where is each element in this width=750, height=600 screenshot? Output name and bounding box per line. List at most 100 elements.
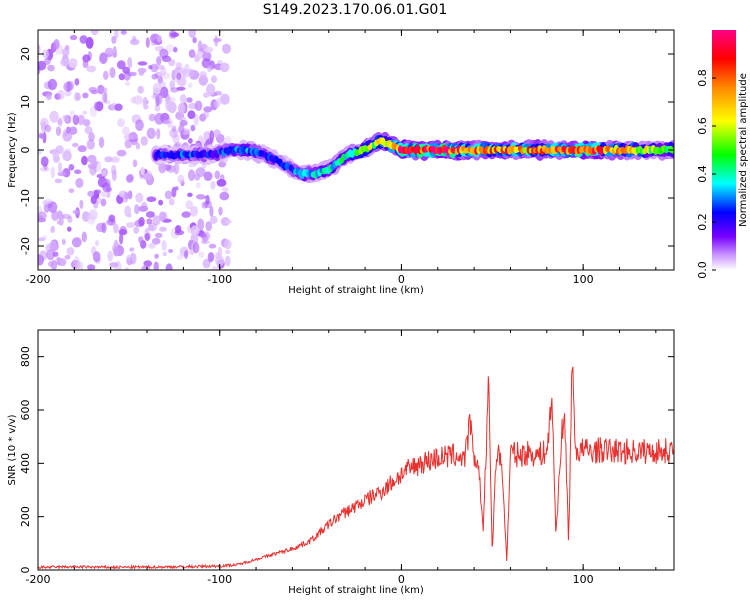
noise-speckle (98, 136, 105, 148)
noise-speckle (142, 96, 148, 108)
noise-speckle (194, 169, 203, 177)
noise-speckle (213, 100, 221, 108)
noise-speckle (101, 93, 106, 104)
noise-speckle (211, 265, 220, 270)
noise-speckle (198, 251, 205, 258)
noise-speckle (164, 190, 173, 200)
noise-speckle (124, 192, 129, 200)
noise-speckle (122, 126, 130, 136)
noise-speckle (144, 233, 150, 241)
x-tick-label: 100 (573, 273, 594, 286)
noise-speckle (45, 243, 54, 253)
noise-speckle (74, 169, 82, 175)
noise-speckle (176, 86, 186, 91)
noise-speckle (87, 154, 97, 164)
noise-speckle (190, 233, 199, 244)
noise-speckle (81, 155, 88, 166)
noise-speckle (82, 54, 91, 63)
noise-speckle (87, 264, 96, 270)
noise-speckle (173, 46, 178, 53)
noise-speckle (199, 71, 207, 79)
noise-speckle (48, 201, 58, 213)
noise-speckle (68, 188, 75, 193)
noise-speckle (197, 218, 205, 231)
noise-speckle (162, 251, 168, 257)
noise-speckle (116, 60, 126, 70)
noise-speckle (102, 182, 111, 193)
noise-speckle (155, 96, 160, 107)
noise-speckle (69, 34, 78, 41)
noise-speckle (66, 126, 71, 134)
noise-speckle (111, 35, 117, 44)
noise-speckle (197, 40, 203, 51)
noise-speckle (117, 118, 125, 128)
noise-speckle (122, 66, 131, 74)
noise-speckle (145, 37, 150, 48)
noise-speckle (46, 93, 52, 101)
noise-speckle (156, 128, 161, 140)
noise-speckle (111, 52, 118, 58)
noise-speckle (222, 43, 231, 54)
noise-speckle (87, 163, 97, 170)
noise-speckle (101, 190, 108, 198)
noise-speckle (137, 67, 147, 74)
snr-frame (37, 329, 675, 571)
noise-speckle (224, 249, 231, 254)
noise-speckle (135, 192, 144, 203)
y-tick-label: -10 (19, 189, 32, 207)
noise-speckle (75, 92, 81, 101)
noise-speckle (137, 61, 148, 66)
noise-speckle (88, 209, 98, 221)
noise-speckle (88, 132, 95, 142)
noise-speckle (95, 240, 99, 247)
noise-speckle (64, 254, 71, 260)
noise-speckle (58, 117, 63, 127)
noise-speckle (188, 30, 196, 38)
x-tick-label: 0 (398, 273, 405, 286)
noise-speckle (174, 186, 179, 191)
noise-speckle (99, 52, 108, 64)
noise-speckle (188, 138, 193, 144)
noise-speckle (216, 179, 227, 187)
noise-speckle (106, 48, 115, 55)
noise-speckle (151, 237, 161, 245)
x-tick-label: -100 (207, 573, 232, 586)
y-tick-label: 600 (19, 400, 32, 421)
noise-speckle (171, 69, 176, 81)
y-tick-label: -20 (19, 237, 32, 255)
noise-speckle (171, 125, 177, 133)
noise-speckle (169, 128, 179, 139)
noise-speckle (72, 114, 80, 126)
noise-speckle (156, 56, 162, 66)
noise-speckle (159, 81, 167, 89)
noise-speckle (214, 170, 221, 180)
noise-speckle (125, 81, 131, 87)
noise-speckle (57, 210, 63, 219)
noise-speckle (50, 259, 58, 270)
noise-speckle (67, 215, 73, 224)
noise-speckle (145, 211, 155, 218)
noise-speckle (138, 205, 149, 212)
noise-speckle (38, 60, 47, 71)
colorbar-tick-label: 0.0 (696, 261, 709, 279)
noise-speckle (107, 250, 113, 262)
noise-speckle (87, 190, 95, 197)
noise-speckle (146, 127, 156, 139)
noise-speckle (82, 110, 88, 115)
noise-speckle (190, 124, 196, 132)
noise-speckle (137, 85, 144, 94)
noise-speckle (223, 239, 232, 250)
noise-speckle (156, 35, 162, 43)
noise-speckle (126, 174, 134, 183)
noise-speckle (185, 200, 194, 210)
noise-speckle (76, 262, 81, 269)
noise-speckle (175, 62, 182, 70)
noise-speckle (79, 35, 88, 44)
noise-speckle (182, 68, 190, 79)
noise-speckle (208, 243, 217, 249)
noise-speckle (160, 67, 167, 76)
noise-speckle (109, 67, 116, 79)
noise-speckle (62, 130, 73, 142)
y-tick-label: 0 (19, 567, 32, 574)
noise-speckle (54, 178, 63, 184)
